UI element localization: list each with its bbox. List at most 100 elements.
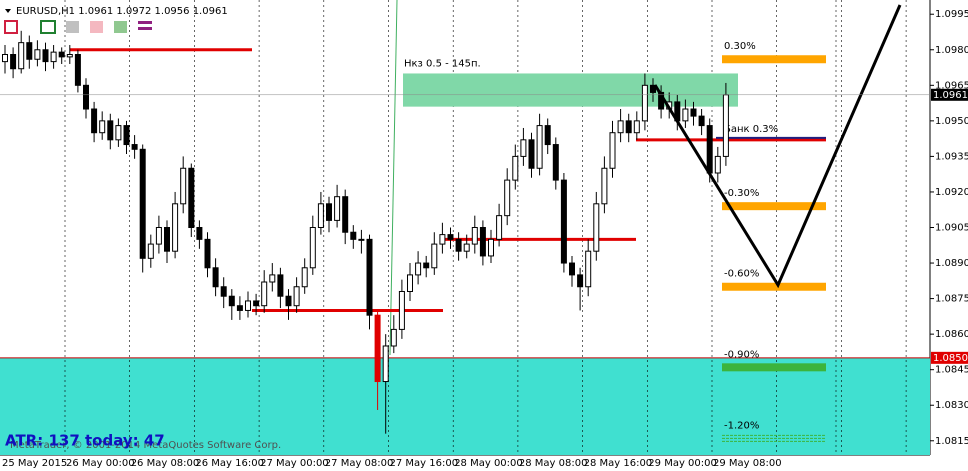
candle-body xyxy=(601,167,608,205)
icon[interactable] xyxy=(66,21,79,33)
candle-body xyxy=(301,267,308,288)
target-label: -1.20% xyxy=(724,420,759,431)
target-bar xyxy=(722,55,826,64)
time-label: 25 May 2015 xyxy=(2,458,67,469)
candle-body xyxy=(188,167,195,228)
candle-body xyxy=(415,262,422,276)
candle-body xyxy=(512,155,519,181)
candle-body xyxy=(245,300,251,311)
candle-body xyxy=(115,125,122,141)
candle-body xyxy=(99,120,106,134)
candle-body xyxy=(18,42,25,70)
current-price-label: 1.0961 xyxy=(933,90,968,101)
candle-body xyxy=(26,42,33,60)
support-price-label: 1.0850 xyxy=(933,353,968,364)
y-tick-label: 1.0965 xyxy=(935,80,968,91)
candle-body xyxy=(285,295,292,307)
candle-body xyxy=(488,238,494,257)
y-tick-label: 1.0830 xyxy=(935,400,968,411)
y-tick-label: 1.0890 xyxy=(935,258,968,269)
candle-body xyxy=(496,215,503,240)
candle-body xyxy=(366,238,373,316)
candle-body xyxy=(196,227,203,240)
y-tick-label: 1.0935 xyxy=(935,151,968,162)
target-label: 0.30% xyxy=(724,41,756,52)
copyright: MetaTrader, © 2001-2014 MetaQuotes Softw… xyxy=(10,440,281,451)
candle-body xyxy=(358,238,365,241)
target-bar xyxy=(722,282,826,291)
candle-body xyxy=(155,227,162,245)
candle-body xyxy=(50,51,57,63)
candle-body xyxy=(698,115,705,127)
candle-body xyxy=(107,120,114,141)
target-label: -0.30% xyxy=(724,188,759,199)
candle-body xyxy=(536,125,543,169)
candle-body xyxy=(147,243,154,259)
candle-body xyxy=(293,286,300,307)
icon[interactable] xyxy=(114,21,127,33)
candle-body xyxy=(236,305,243,311)
candle-body xyxy=(398,290,405,330)
candle-body xyxy=(172,203,179,252)
icon[interactable] xyxy=(138,27,152,30)
candle-body xyxy=(253,300,260,307)
y-tick-label: 1.0905 xyxy=(935,223,968,234)
icon[interactable] xyxy=(4,20,18,34)
zone xyxy=(403,73,738,107)
current-price-box xyxy=(931,88,968,101)
candle-body xyxy=(204,238,211,269)
candle-body xyxy=(714,155,721,174)
candle-body xyxy=(131,144,138,150)
candle-body xyxy=(593,203,600,252)
candle-body xyxy=(326,203,332,221)
candle-body xyxy=(220,286,227,297)
icon[interactable] xyxy=(40,20,56,34)
zone-label: Нкз 0.5 - 145п. xyxy=(404,58,481,69)
bank-label: Банк 0.3% xyxy=(724,124,778,135)
candle-body xyxy=(431,243,438,269)
candle-body xyxy=(528,139,535,169)
candle-body xyxy=(334,196,341,221)
candle-body xyxy=(123,125,130,146)
projection xyxy=(653,4,902,289)
candle-body xyxy=(2,54,8,63)
target-label: -0.90% xyxy=(724,349,759,360)
candle-body xyxy=(609,132,616,169)
candle-body xyxy=(463,243,470,252)
candle-body xyxy=(439,234,446,245)
candle-body xyxy=(585,250,592,288)
icon[interactable] xyxy=(90,21,103,33)
icon[interactable] xyxy=(138,21,152,24)
target-bar xyxy=(722,202,826,211)
candle-body xyxy=(74,54,81,86)
time-label: 28 May 00:00 xyxy=(454,458,523,469)
candle-body xyxy=(309,227,316,269)
candle-body xyxy=(560,179,567,264)
y-tick-label: 1.0845 xyxy=(935,365,968,376)
candle-body xyxy=(390,328,397,347)
time-label: 26 May 08:00 xyxy=(131,458,200,469)
target-bar xyxy=(722,363,826,372)
time-label: 29 May 08:00 xyxy=(713,458,782,469)
candle-body xyxy=(455,238,462,252)
time-label: 27 May 16:00 xyxy=(390,458,459,469)
y-tick-label: 1.0980 xyxy=(935,45,968,56)
candle-body xyxy=(91,108,98,134)
candle-body xyxy=(577,274,584,288)
candle-body xyxy=(269,274,276,283)
menu-arrow[interactable] xyxy=(5,9,11,13)
candle-body xyxy=(382,345,389,383)
time-label: 27 May 00:00 xyxy=(260,458,329,469)
candle-body xyxy=(447,234,454,240)
candle-body xyxy=(66,54,73,58)
time-label: 26 May 00:00 xyxy=(66,458,135,469)
candle-body xyxy=(342,196,349,233)
candle-body xyxy=(682,108,689,122)
candle-body xyxy=(650,84,656,93)
candle-body xyxy=(58,51,65,58)
y-tick-label: 1.0815 xyxy=(935,436,968,447)
candle-body xyxy=(34,49,41,60)
candle-body xyxy=(277,274,284,297)
candle-body xyxy=(722,94,729,157)
